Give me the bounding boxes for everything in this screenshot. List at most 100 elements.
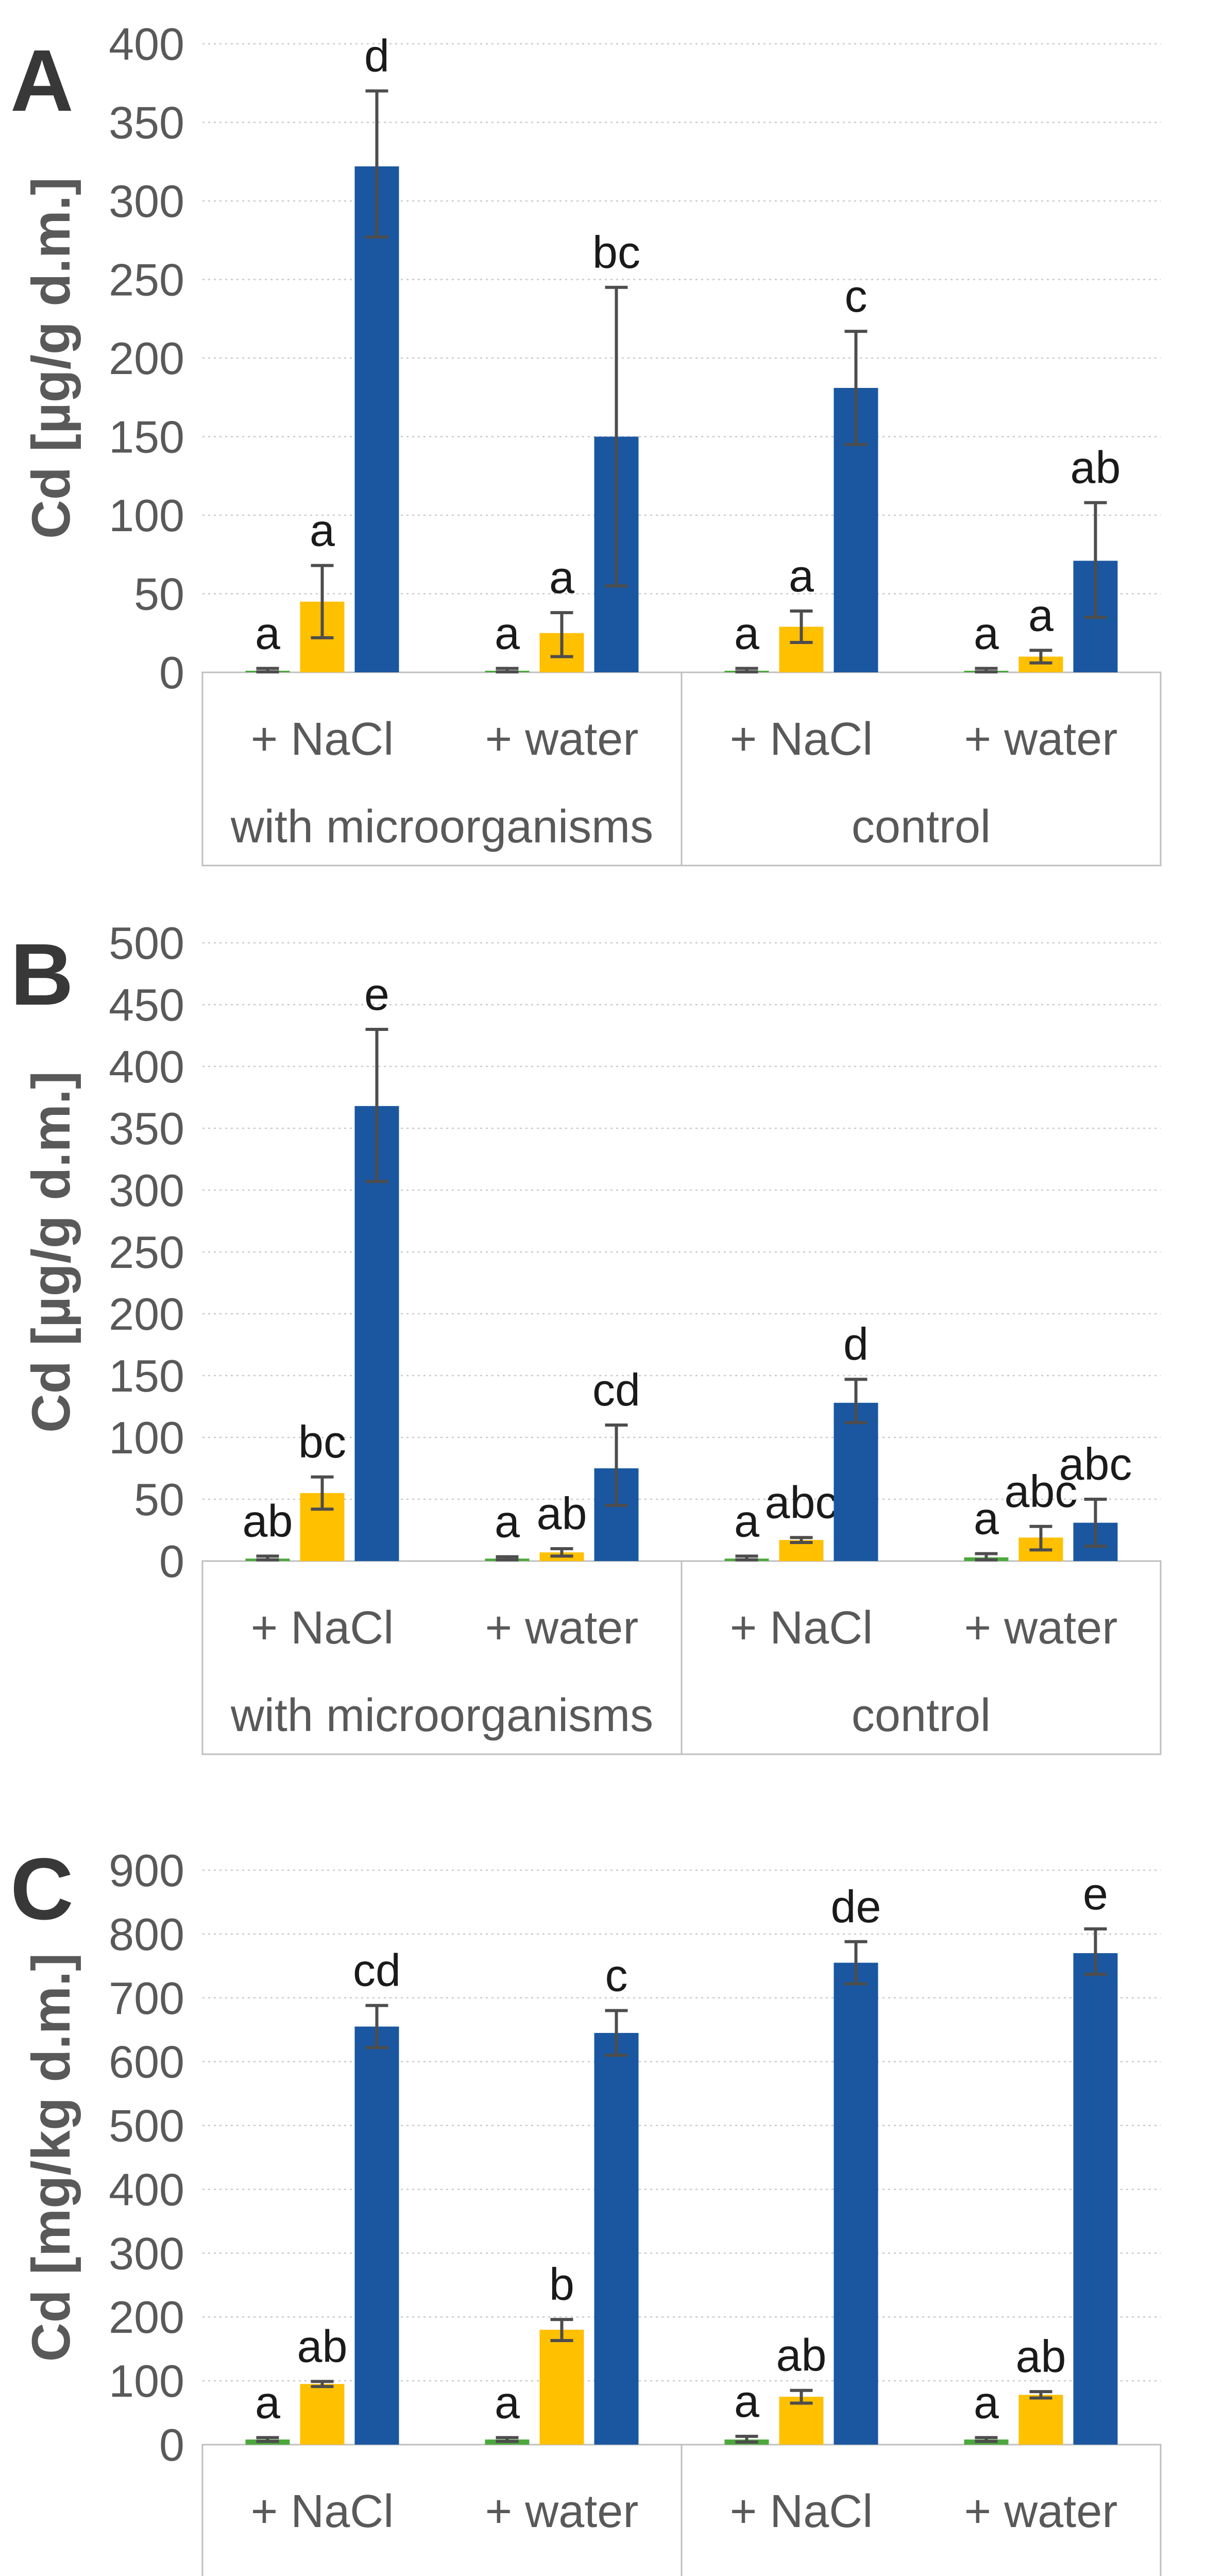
y-tick-label: 500	[109, 2100, 184, 2151]
y-tick-label: 400	[109, 19, 184, 70]
y-tick-label: 800	[109, 1909, 184, 1960]
bar-blue-group1	[354, 166, 399, 672]
chart-panel-c: 0 100 200 300 400 500 600 700 800 900 Cd [mg/kg d.…	[0, 1783, 1224, 2576]
significance-letter: e	[1083, 1868, 1108, 1919]
y-tick-label: 100	[109, 490, 184, 541]
category-label: + water	[485, 2486, 639, 2537]
y-tick-label: 300	[109, 176, 184, 227]
bar-yellow-group4	[1018, 2395, 1063, 2445]
group-label: with microorganisms	[230, 2573, 653, 2576]
y-tick-label: 400	[109, 1041, 184, 1092]
significance-letter: a	[549, 552, 574, 603]
y-tick-label: 100	[109, 2355, 184, 2406]
bar-blue-group4	[1073, 1953, 1118, 2445]
y-tick-label: 400	[109, 2164, 184, 2215]
significance-letter: a	[974, 2377, 999, 2428]
y-tick-label: 150	[109, 412, 184, 463]
y-tick-label: 350	[109, 97, 184, 148]
y-axis-title: Cd [µg/g d.m.]	[21, 177, 81, 539]
group-label: control	[852, 1690, 991, 1741]
bar-blue-group2	[594, 2032, 639, 2445]
category-label: + NaCl	[730, 714, 873, 765]
y-tick-label: 900	[109, 1845, 184, 1896]
y-tick-label: 150	[109, 1350, 184, 1401]
significance-letter: a	[974, 1493, 999, 1544]
category-label: + NaCl	[251, 2486, 394, 2537]
group-label: control	[852, 801, 991, 853]
y-tick-label: 0	[159, 2419, 184, 2470]
significance-letter: ab	[243, 1495, 293, 1546]
y-tick-label: 0	[159, 647, 184, 698]
category-label: + water	[964, 714, 1118, 765]
significance-letter: b	[549, 2259, 574, 2310]
y-axis-title: Cd [mg/kg d.m.]	[21, 1953, 81, 2362]
significance-letter: d	[843, 1318, 869, 1369]
significance-letter: a	[1028, 589, 1053, 640]
significance-letter: d	[364, 30, 389, 81]
category-label: + water	[964, 1602, 1118, 1654]
group-label: with microorganisms	[230, 1690, 653, 1741]
chart-svg: 0 50 100 150 200 250 300 350 400 450 500 Cd [µg/g d…	[10, 918, 1162, 1755]
significance-letter: bc	[592, 227, 640, 278]
significance-letter: de	[831, 1881, 881, 1932]
y-tick-label: 450	[109, 979, 184, 1030]
panel-letter: A	[10, 32, 74, 130]
y-tick-label: 250	[109, 255, 184, 306]
significance-letter: a	[255, 607, 280, 658]
significance-letter: a	[495, 2377, 520, 2428]
significance-letter: a	[255, 2377, 280, 2428]
significance-letter: abc	[765, 1477, 838, 1528]
bar-blue-group3	[834, 1962, 878, 2445]
y-tick-label: 250	[109, 1227, 184, 1278]
y-tick-label: 300	[109, 2228, 184, 2279]
group-label: with microorganisms	[230, 801, 653, 853]
y-axis-title: Cd [µg/g d.m.]	[21, 1071, 81, 1433]
significance-letter: a	[495, 1496, 520, 1547]
significance-letter: e	[364, 969, 389, 1020]
y-tick-label: 100	[109, 1412, 184, 1463]
chart-panel-b: 0 50 100 150 200 250 300 350 400 450 500 Cd [µg/g d…	[0, 894, 1224, 1775]
significance-letter: a	[734, 2376, 759, 2427]
significance-letter: a	[789, 550, 814, 601]
chart-panel-a: 0 50 100 150 200 250 300 350 400 Cd [µg/g d.m.] A +…	[0, 0, 1224, 881]
significance-letter: c	[845, 270, 868, 321]
panel-letter: B	[10, 926, 74, 1024]
y-tick-label: 300	[109, 1165, 184, 1216]
y-tick-label: 200	[109, 2292, 184, 2343]
significance-letter: a	[310, 505, 335, 556]
significance-letter: ab	[537, 1488, 587, 1539]
significance-letter: bc	[298, 1416, 346, 1467]
chart-svg: 0 100 200 300 400 500 600 700 800 900 Cd [mg/kg d.…	[10, 1840, 1162, 2576]
significance-letter: abc	[1005, 1466, 1078, 1517]
group-label: control	[852, 2573, 991, 2576]
y-tick-label: 200	[109, 1289, 184, 1340]
significance-letter: ab	[1016, 2331, 1066, 2382]
y-tick-label: 50	[134, 1474, 184, 1525]
bar-blue-group3	[834, 1402, 878, 1561]
category-label: + water	[485, 1602, 639, 1654]
significance-letter: cd	[592, 1364, 640, 1415]
bar-blue-group1	[354, 2026, 399, 2445]
y-tick-label: 200	[109, 333, 184, 384]
significance-letter: a	[974, 607, 999, 658]
category-label: + water	[964, 2486, 1118, 2537]
category-label: + water	[485, 714, 639, 765]
category-label: + NaCl	[730, 1602, 873, 1654]
significance-letter: ab	[776, 2330, 827, 2381]
significance-letter: a	[734, 607, 759, 658]
bar-yellow-group1	[300, 2384, 345, 2445]
panel-letter: C	[10, 1840, 74, 1938]
y-tick-label: 600	[109, 2037, 184, 2088]
category-label: + NaCl	[730, 2486, 873, 2537]
y-tick-label: 500	[109, 918, 184, 969]
y-tick-label: 700	[109, 1973, 184, 2024]
significance-letter: c	[605, 1950, 628, 2001]
significance-letter: ab	[1070, 442, 1121, 493]
category-label: + NaCl	[251, 1602, 394, 1654]
significance-letter: a	[734, 1495, 759, 1546]
significance-letter: a	[495, 607, 520, 658]
bar-yellow-group2	[539, 2330, 584, 2445]
significance-letter: ab	[297, 2320, 348, 2371]
chart-svg: 0 50 100 150 200 250 300 350 400 Cd [µg/g d.m.] A +…	[10, 19, 1162, 867]
y-tick-label: 0	[159, 1536, 184, 1587]
